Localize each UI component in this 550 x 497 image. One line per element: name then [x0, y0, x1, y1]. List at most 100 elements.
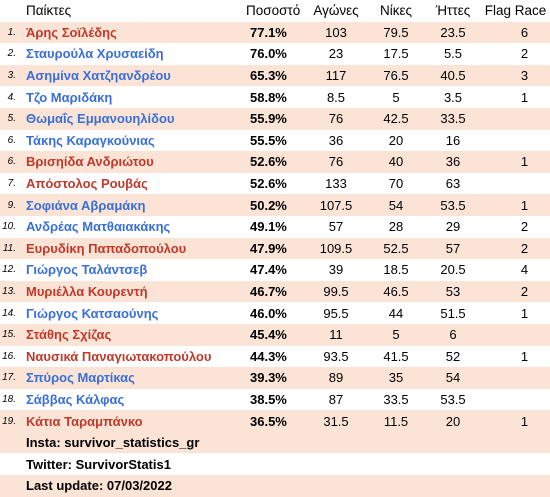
table-row: 2. Σταυρούλα Χρυσαείδη 76.0% 23 17.5 5.5 2: [0, 43, 550, 65]
percentage-cell: 39.3%: [242, 367, 305, 389]
footer-twitter: Twitter: SurvivorStatis1: [0, 453, 550, 476]
flag-race-cell: 4: [481, 259, 550, 281]
percentage-cell: 50.2%: [242, 194, 305, 216]
losses-cell: 52: [425, 345, 481, 368]
header-rank: [0, 0, 20, 22]
games-cell: 95.5: [305, 302, 367, 324]
losses-cell: 63: [425, 172, 481, 195]
header-flag-race: Flag Race: [481, 0, 550, 22]
player-name: Γιώργος Κατσαούνης: [20, 302, 242, 324]
losses-cell: 6: [425, 323, 481, 346]
percentage-cell: 55.9%: [242, 107, 305, 130]
player-name: Στάθης Σχίζας: [20, 323, 242, 346]
player-name: Ανδρέας Ματθαιακάκης: [20, 215, 242, 238]
percentage-cell: 65.3%: [242, 64, 305, 87]
percentage-cell: 47.4%: [242, 259, 305, 281]
table-row: 14. Γιώργος Κατσαούνης 46.0% 95.5 44 51.5 1: [0, 302, 550, 324]
rank-cell: 10.: [0, 215, 20, 238]
footer-update-row: Last update: 07/03/2022: [0, 475, 550, 497]
flag-race-cell: 2: [481, 280, 550, 303]
flag-race-cell: 1: [481, 410, 550, 432]
table-row: 4. Τζο Μαριδάκη 58.8% 8.5 5 3.5 1: [0, 86, 550, 108]
flag-race-cell: [481, 388, 550, 411]
percentage-cell: 52.6%: [242, 172, 305, 195]
player-name: Κάτια Ταραμπάνκο: [20, 410, 242, 432]
footer-twitter-row: Twitter: SurvivorStatis1: [0, 453, 550, 476]
wins-cell: 33.5: [367, 388, 425, 411]
flag-race-cell: 2: [481, 43, 550, 65]
player-name: Γιώργος Ταλάντσεβ: [20, 259, 242, 281]
player-name: Σταυρούλα Χρυσαείδη: [20, 43, 242, 65]
games-cell: 93.5: [305, 345, 367, 368]
percentage-cell: 38.5%: [242, 388, 305, 411]
percentage-cell: 46.0%: [242, 302, 305, 324]
wins-cell: 54: [367, 194, 425, 216]
flag-race-cell: [481, 107, 550, 130]
table-row: 5. Θωμαΐς Εμμανουηλίδου 55.9% 76 42.5 33.5: [0, 107, 550, 130]
rank-cell: 3.: [0, 64, 20, 87]
table-row: 9. Σοφιάνα Αβραμάκη 50.2% 107.5 54 53.5 1: [0, 194, 550, 216]
rank-cell: 18.: [0, 388, 20, 411]
percentage-cell: 36.5%: [242, 410, 305, 432]
header-games: Αγώνες: [305, 0, 367, 22]
table-row: 19. Κάτια Ταραμπάνκο 36.5% 31.5 11.5 20 1: [0, 410, 550, 432]
losses-cell: 23.5: [425, 21, 481, 44]
games-cell: 57: [305, 215, 367, 238]
table-row: 3. Ασημίνα Χατζηανδρέου 65.3% 117 76.5 40.5 3: [0, 64, 550, 87]
flag-race-cell: 2: [481, 237, 550, 260]
losses-cell: 40.5: [425, 64, 481, 87]
player-name: Βρισηίδα Ανδριώτου: [20, 151, 242, 173]
percentage-cell: 45.4%: [242, 323, 305, 346]
table-row: 1. Άρης Σοϊλέδης 77.1% 103 79.5 23.5 6: [0, 21, 550, 44]
losses-cell: 57: [425, 237, 481, 260]
header-row: Παίκτες Ποσοστό Αγώνες Νίκες Ήττες Flag …: [0, 0, 550, 22]
games-cell: 103: [305, 21, 367, 44]
wins-cell: 79.5: [367, 21, 425, 44]
player-name: Θωμαΐς Εμμανουηλίδου: [20, 107, 242, 130]
table-row: 12. Γιώργος Ταλάντσεβ 47.4% 39 18.5 20.5 4: [0, 259, 550, 281]
losses-cell: 53: [425, 280, 481, 303]
percentage-cell: 47.9%: [242, 237, 305, 260]
wins-cell: 42.5: [367, 107, 425, 130]
games-cell: 11: [305, 323, 367, 346]
games-cell: 109.5: [305, 237, 367, 260]
rank-cell: 7.: [0, 172, 20, 195]
games-cell: 23: [305, 43, 367, 65]
rank-cell: 14.: [0, 302, 20, 324]
rank-cell: 1.: [0, 21, 20, 44]
percentage-cell: 52.6%: [242, 151, 305, 173]
percentage-cell: 76.0%: [242, 43, 305, 65]
flag-race-cell: [481, 129, 550, 152]
wins-cell: 40: [367, 151, 425, 173]
player-name: Τάκης Καραγκούνιας: [20, 129, 242, 152]
flag-race-cell: 1: [481, 345, 550, 368]
losses-cell: 51.5: [425, 302, 481, 324]
losses-cell: 5.5: [425, 43, 481, 65]
rank-cell: 12.: [0, 259, 20, 281]
percentage-cell: 77.1%: [242, 21, 305, 44]
player-name: Ευρυδίκη Παπαδοπούλου: [20, 237, 242, 260]
header-losses: Ήττες: [425, 0, 481, 22]
player-name: Σοφιάνα Αβραμάκη: [20, 194, 242, 216]
flag-race-cell: 1: [481, 151, 550, 173]
footer-insta-row: Insta: survivor_statistics_gr: [0, 431, 550, 454]
player-name: Ασημίνα Χατζηανδρέου: [20, 64, 242, 87]
games-cell: 31.5: [305, 410, 367, 432]
percentage-cell: 55.5%: [242, 129, 305, 152]
table-row: 6. Βρισηίδα Ανδριώτου 52.6% 76 40 36 1: [0, 151, 550, 173]
wins-cell: 17.5: [367, 43, 425, 65]
flag-race-cell: 6: [481, 21, 550, 44]
header-players: Παίκτες: [20, 0, 242, 22]
wins-cell: 5: [367, 323, 425, 346]
percentage-cell: 49.1%: [242, 215, 305, 238]
rank-cell: 11.: [0, 237, 20, 260]
header-percentage: Ποσοστό: [242, 0, 305, 22]
wins-cell: 70: [367, 172, 425, 195]
games-cell: 133: [305, 172, 367, 195]
games-cell: 8.5: [305, 86, 367, 108]
wins-cell: 18.5: [367, 259, 425, 281]
percentage-cell: 46.7%: [242, 280, 305, 303]
wins-cell: 5: [367, 86, 425, 108]
games-cell: 99.5: [305, 280, 367, 303]
